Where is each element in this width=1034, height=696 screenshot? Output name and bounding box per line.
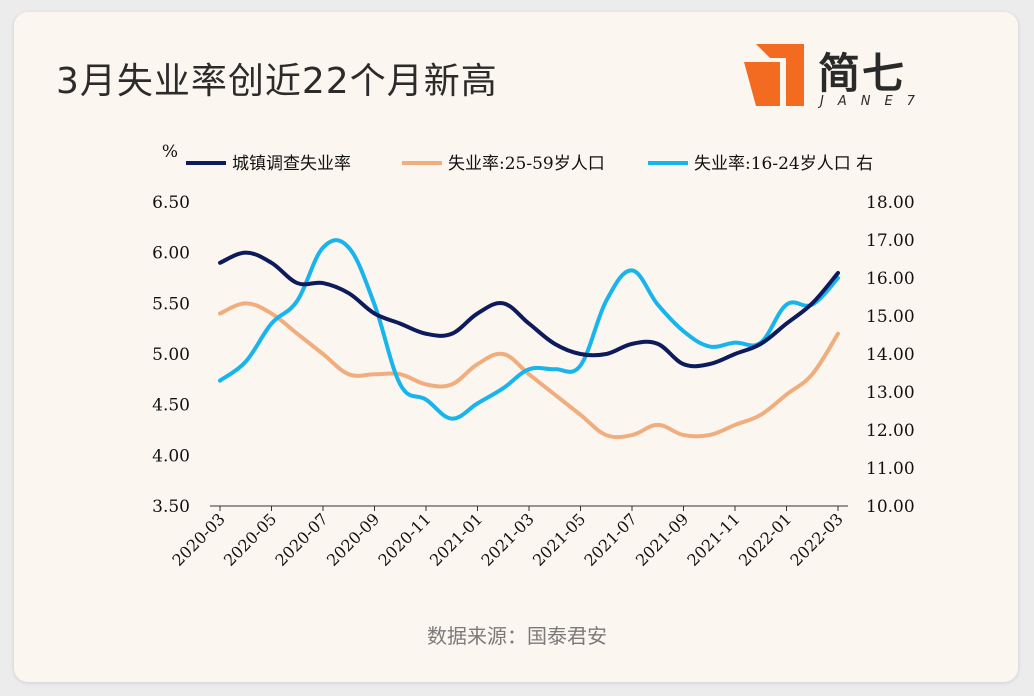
chart-legend: 城镇调查失业率 失业率:25-59岁人口 失业率:16-24岁人口 右	[186, 154, 873, 174]
right-tick-label: 15.00	[866, 307, 915, 327]
left-tick-label: 6.50	[152, 193, 190, 213]
logo-text-en: JANE7	[820, 94, 929, 109]
brand-logo: 简七 JANE7	[742, 38, 982, 118]
right-tick-label: 14.00	[866, 345, 915, 365]
right-tick-label: 17.00	[866, 231, 915, 251]
left-tick-label: 6.00	[152, 244, 190, 264]
left-tick-label: 4.50	[152, 396, 190, 416]
series-line-1	[218, 250, 840, 369]
x-tick-label: 2020-07	[271, 509, 331, 569]
x-tick-label: 2021-07	[580, 509, 640, 569]
left-tick-label: 5.00	[152, 345, 190, 365]
right-tick-label: 12.00	[866, 421, 915, 441]
x-tick-label: 2021-03	[477, 509, 537, 569]
right-tick-label: 11.00	[866, 459, 915, 479]
chart-series	[218, 238, 840, 440]
right-tick-label: 10.00	[866, 497, 915, 517]
left-tick-label: 5.50	[152, 294, 190, 314]
x-tick-label: 2020-09	[323, 509, 383, 569]
series-line-3	[218, 238, 840, 421]
x-tick-label: 2021-09	[632, 509, 692, 569]
logo-mark-icon	[744, 44, 804, 106]
right-tick-label: 13.00	[866, 383, 915, 403]
legend-label: 失业率:16-24岁人口 右	[694, 154, 873, 174]
left-axis-ticks: 3.50 4.00 4.50 5.00 5.50 6.00 6.50	[152, 193, 190, 517]
x-tick-label: 2022-03	[786, 509, 846, 569]
x-tick-label: 2021-01	[426, 509, 486, 569]
right-tick-label: 18.00	[866, 193, 915, 213]
left-axis-unit: %	[162, 142, 178, 162]
left-tick-label: 3.50	[152, 497, 190, 517]
x-axis-ticks: 2020-032020-052020-072020-092020-112021-…	[168, 506, 847, 570]
logo-text-cn: 简七	[818, 49, 907, 98]
x-tick-label: 2021-05	[529, 509, 589, 569]
legend-label: 城镇调查失业率	[232, 154, 351, 174]
x-tick-label: 2021-11	[683, 509, 743, 569]
series-line-2	[218, 301, 840, 440]
chart-card	[14, 12, 1018, 682]
right-axis-ticks: 10.00 11.00 12.00 13.00 14.00 15.00 16.00 17.00…	[866, 193, 915, 517]
x-tick-label: 2022-01	[735, 509, 795, 569]
x-tick-label: 2020-11	[374, 509, 434, 569]
legend-label: 失业率:25-59岁人口	[448, 154, 605, 174]
right-tick-label: 16.00	[866, 269, 915, 289]
data-source: 数据来源：国泰君安	[427, 624, 607, 648]
x-tick-label: 2020-05	[220, 509, 280, 569]
page-title: 3月失业率创近22个月新高	[56, 61, 498, 102]
x-tick-label: 2020-03	[168, 509, 228, 569]
left-tick-label: 4.00	[152, 446, 190, 466]
